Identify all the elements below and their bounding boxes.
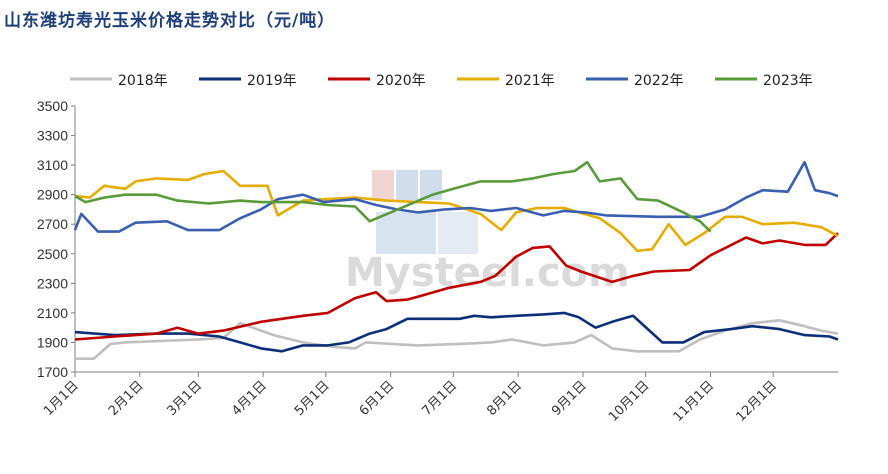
x-tick-label: 6月1日 bbox=[357, 378, 398, 419]
y-tick-label: 1700 bbox=[37, 364, 68, 380]
y-tick-label: 3100 bbox=[37, 157, 68, 173]
legend-label: 2023年 bbox=[763, 73, 813, 89]
x-tick-label: 7月1日 bbox=[420, 378, 461, 419]
y-tick-label: 1900 bbox=[37, 334, 68, 350]
series-line-2020 bbox=[74, 232, 839, 341]
x-tick-label: 10月1日 bbox=[606, 378, 653, 425]
legend-label: 2022年 bbox=[634, 73, 684, 89]
x-tick-label: 4月1日 bbox=[229, 378, 270, 419]
series-line-2023 bbox=[74, 160, 712, 233]
y-tick-label: 2700 bbox=[37, 216, 68, 232]
x-tick-label: 3月1日 bbox=[164, 378, 205, 419]
mysteel-watermark: Mysteel.com bbox=[345, 170, 630, 296]
legend-label: 2019年 bbox=[247, 73, 297, 89]
series-line-2019 bbox=[74, 311, 839, 353]
series-line-2022 bbox=[73, 160, 839, 233]
x-tick-label: 12月1日 bbox=[733, 378, 780, 425]
y-tick-label: 2900 bbox=[37, 187, 68, 203]
legend-label: 2018年 bbox=[118, 73, 168, 89]
x-tick-label: 1月1日 bbox=[41, 378, 82, 419]
series-line-2018 bbox=[75, 319, 839, 360]
legend-label: 2020年 bbox=[376, 73, 426, 89]
watermark-logo-red-block bbox=[372, 170, 394, 200]
y-tick-label: 2300 bbox=[37, 275, 68, 291]
x-tick-label: 11月1日 bbox=[671, 378, 718, 425]
watermark-logo-blue-block-1 bbox=[396, 170, 418, 200]
legend-label: 2021年 bbox=[505, 73, 555, 89]
x-tick-label: 5月1日 bbox=[292, 378, 333, 419]
series-line-2021 bbox=[74, 169, 839, 253]
y-tick-label: 2500 bbox=[37, 246, 68, 262]
watermark-logo-lower-block bbox=[376, 212, 436, 254]
y-tick-label: 3300 bbox=[37, 128, 68, 144]
x-tick-label: 8月1日 bbox=[484, 378, 525, 419]
chart-title: 山东潍坊寿光玉米价格走势对比（元/吨） bbox=[4, 11, 336, 31]
watermark-logo-lower-block-2 bbox=[438, 212, 478, 254]
x-tick-label: 2月1日 bbox=[106, 378, 147, 419]
y-tick-label: 3500 bbox=[37, 98, 68, 114]
x-tick-label: 9月1日 bbox=[549, 378, 590, 419]
y-tick-label: 2100 bbox=[37, 305, 68, 321]
